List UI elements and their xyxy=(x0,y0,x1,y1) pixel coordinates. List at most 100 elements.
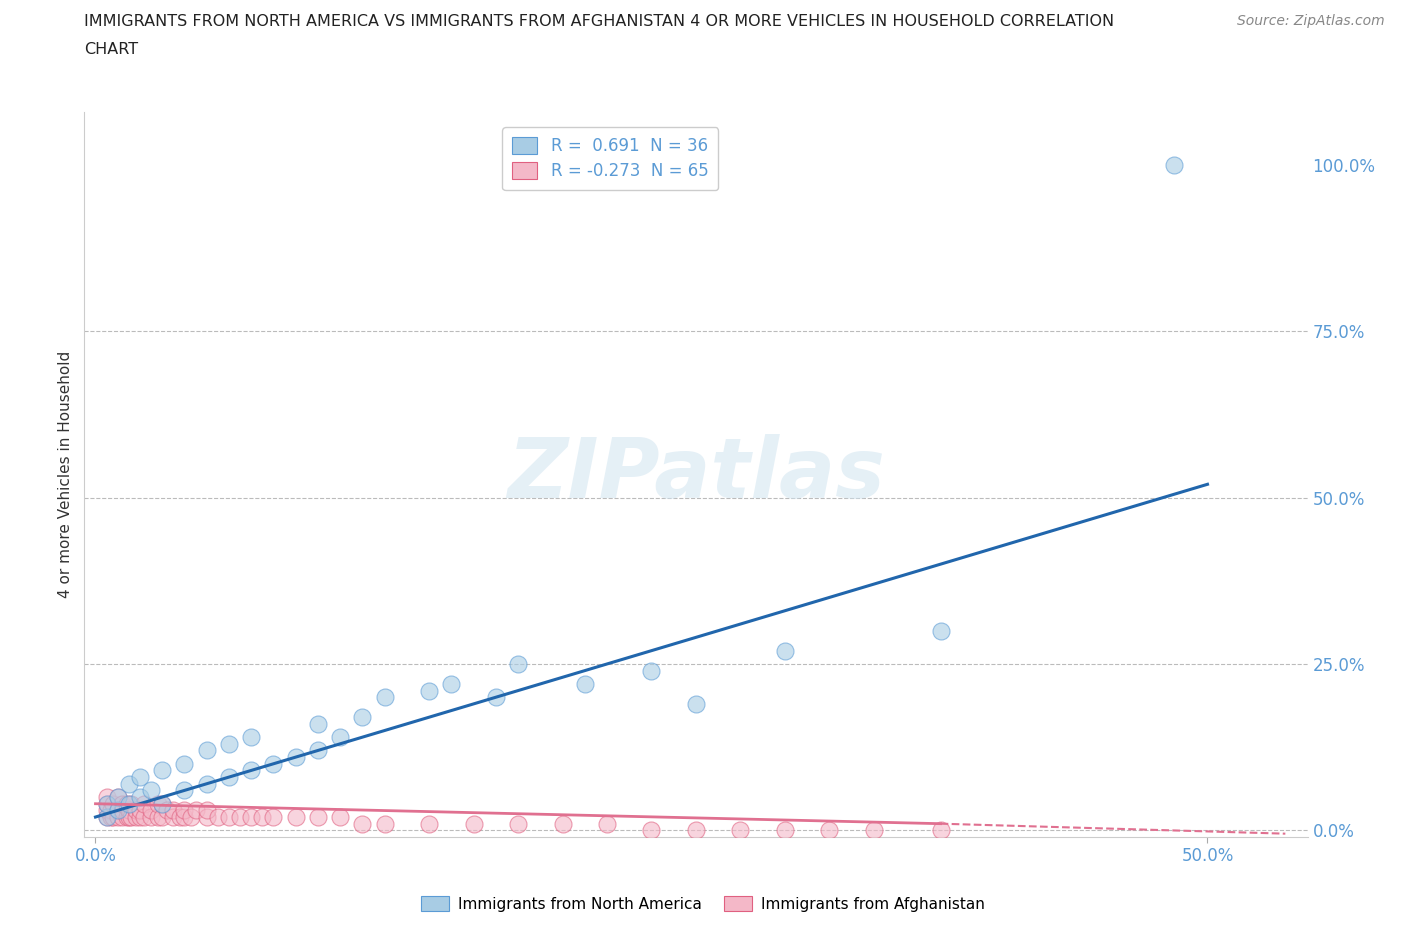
Point xyxy=(134,810,156,825)
Point xyxy=(107,790,129,804)
Legend: Immigrants from North America, Immigrants from Afghanistan: Immigrants from North America, Immigrant… xyxy=(415,890,991,918)
Point xyxy=(818,823,841,838)
Point xyxy=(150,763,173,777)
Point xyxy=(134,796,156,811)
Point xyxy=(352,710,374,724)
Point xyxy=(146,796,169,811)
Text: CHART: CHART xyxy=(84,42,138,57)
Point xyxy=(150,796,173,811)
Point xyxy=(96,803,118,817)
Point xyxy=(150,810,173,825)
Point xyxy=(162,810,184,825)
Point xyxy=(229,810,252,825)
Point xyxy=(96,790,118,804)
Point xyxy=(118,777,141,791)
Text: ZIPatlas: ZIPatlas xyxy=(508,433,884,515)
Point xyxy=(146,810,169,825)
Text: Source: ZipAtlas.com: Source: ZipAtlas.com xyxy=(1237,14,1385,28)
Point xyxy=(218,737,240,751)
Point xyxy=(139,803,162,817)
Point xyxy=(218,810,240,825)
Point xyxy=(773,823,796,838)
Point xyxy=(596,817,619,831)
Point xyxy=(129,790,152,804)
Point xyxy=(240,810,263,825)
Point xyxy=(418,817,440,831)
Point xyxy=(640,823,662,838)
Point xyxy=(329,730,352,745)
Point xyxy=(107,790,129,804)
Point xyxy=(96,796,118,811)
Point xyxy=(107,803,129,817)
Point xyxy=(506,657,529,671)
Point xyxy=(730,823,752,838)
Point xyxy=(329,810,352,825)
Point xyxy=(96,796,118,811)
Legend: R =  0.691  N = 36, R = -0.273  N = 65: R = 0.691 N = 36, R = -0.273 N = 65 xyxy=(502,127,718,191)
Point xyxy=(107,803,129,817)
Point xyxy=(118,803,141,817)
Point xyxy=(218,770,240,785)
Point xyxy=(574,676,596,691)
Point xyxy=(195,777,218,791)
Point xyxy=(195,810,218,825)
Point xyxy=(100,803,122,817)
Point xyxy=(207,810,229,825)
Point xyxy=(107,810,129,825)
Point xyxy=(180,810,202,825)
Point xyxy=(173,756,195,771)
Point xyxy=(685,823,707,838)
Point xyxy=(118,796,141,811)
Point xyxy=(374,817,396,831)
Point xyxy=(485,690,508,705)
Point xyxy=(139,810,162,825)
Point xyxy=(284,810,307,825)
Point xyxy=(640,663,662,678)
Point xyxy=(156,803,179,817)
Point xyxy=(103,810,125,825)
Point xyxy=(284,750,307,764)
Point xyxy=(139,783,162,798)
Point xyxy=(124,803,146,817)
Point xyxy=(162,803,184,817)
Point xyxy=(150,796,173,811)
Point xyxy=(115,810,138,825)
Point xyxy=(173,810,195,825)
Point xyxy=(685,697,707,711)
Point xyxy=(184,803,207,817)
Point xyxy=(103,796,125,811)
Point xyxy=(252,810,274,825)
Y-axis label: 4 or more Vehicles in Household: 4 or more Vehicles in Household xyxy=(58,351,73,598)
Point xyxy=(307,716,329,731)
Point xyxy=(374,690,396,705)
Point xyxy=(129,803,152,817)
Point xyxy=(262,756,284,771)
Point xyxy=(195,803,218,817)
Point xyxy=(262,810,284,825)
Point xyxy=(120,810,142,825)
Point xyxy=(418,684,440,698)
Point xyxy=(169,810,191,825)
Point xyxy=(307,743,329,758)
Text: IMMIGRANTS FROM NORTH AMERICA VS IMMIGRANTS FROM AFGHANISTAN 4 OR MORE VEHICLES : IMMIGRANTS FROM NORTH AMERICA VS IMMIGRA… xyxy=(84,14,1115,29)
Point xyxy=(929,623,952,638)
Point xyxy=(129,810,152,825)
Point xyxy=(463,817,485,831)
Point xyxy=(115,796,138,811)
Point xyxy=(307,810,329,825)
Point xyxy=(440,676,463,691)
Point xyxy=(124,810,146,825)
Point xyxy=(240,730,263,745)
Point xyxy=(120,796,142,811)
Point xyxy=(111,796,134,811)
Point xyxy=(773,644,796,658)
Point xyxy=(506,817,529,831)
Point xyxy=(96,810,118,825)
Point xyxy=(111,810,134,825)
Point xyxy=(96,810,118,825)
Point xyxy=(100,810,122,825)
Point xyxy=(929,823,952,838)
Point xyxy=(129,770,152,785)
Point xyxy=(195,743,218,758)
Point xyxy=(118,810,141,825)
